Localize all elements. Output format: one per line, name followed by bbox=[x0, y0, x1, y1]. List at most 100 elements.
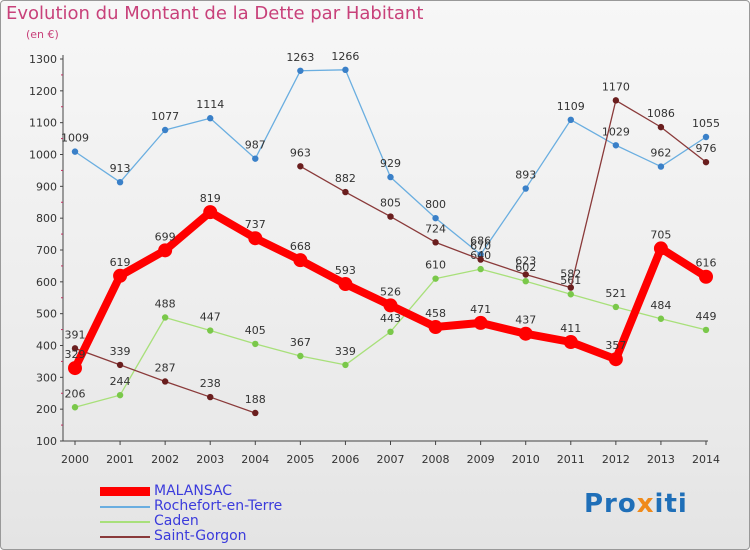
data-point bbox=[657, 315, 665, 322]
data-point bbox=[252, 155, 259, 162]
data-point bbox=[161, 314, 169, 321]
data-point bbox=[522, 271, 529, 278]
data-point bbox=[563, 334, 578, 349]
data-point bbox=[71, 404, 79, 411]
data-label: 1114 bbox=[196, 98, 224, 111]
y-tick-label: 1000 bbox=[29, 149, 57, 162]
data-point bbox=[71, 148, 79, 155]
data-point bbox=[477, 265, 484, 273]
data-label: 1263 bbox=[286, 51, 314, 64]
data-label: 619 bbox=[110, 256, 131, 269]
data-label: 686 bbox=[470, 234, 491, 247]
data-label: 244 bbox=[110, 375, 131, 388]
legend-swatch bbox=[100, 487, 150, 496]
data-label: 458 bbox=[425, 307, 446, 320]
data-label: 963 bbox=[290, 146, 311, 159]
data-label: 1029 bbox=[602, 125, 630, 138]
data-point bbox=[207, 115, 214, 122]
x-tick-label: 2007 bbox=[377, 453, 405, 466]
data-point bbox=[567, 291, 574, 298]
series-line-saint-gorgon bbox=[300, 99, 707, 289]
data-point bbox=[161, 378, 169, 385]
legend-label: Rochefort-en-Terre bbox=[154, 498, 283, 514]
data-label: 670 bbox=[470, 240, 491, 253]
data-label: 238 bbox=[200, 377, 221, 390]
data-label: 893 bbox=[515, 169, 536, 182]
data-label: 882 bbox=[335, 172, 356, 185]
data-label: 1055 bbox=[692, 117, 720, 130]
data-label: 737 bbox=[245, 218, 266, 231]
data-label: 623 bbox=[515, 255, 536, 268]
data-label: 391 bbox=[65, 328, 86, 341]
data-point bbox=[522, 277, 529, 285]
x-tick-label: 2002 bbox=[151, 453, 179, 466]
data-point bbox=[657, 163, 665, 170]
data-point bbox=[116, 361, 124, 369]
data-point bbox=[342, 188, 349, 196]
data-label: 484 bbox=[650, 299, 671, 312]
data-label: 1170 bbox=[602, 80, 630, 93]
data-label: 819 bbox=[200, 192, 221, 205]
data-label: 616 bbox=[696, 257, 717, 270]
data-point bbox=[432, 214, 439, 222]
data-point bbox=[342, 361, 349, 369]
data-label: 1009 bbox=[61, 132, 89, 145]
data-label: 640 bbox=[470, 249, 491, 262]
legend-item: Saint-Gorgon bbox=[100, 529, 400, 544]
data-point bbox=[248, 231, 263, 246]
x-tick-label: 2012 bbox=[602, 453, 630, 466]
data-label: 593 bbox=[335, 264, 356, 277]
chart-legend: MALANSAC Rochefort-en-Terre Caden Saint-Gor… bbox=[100, 484, 400, 544]
data-point bbox=[518, 326, 533, 341]
data-label: 367 bbox=[290, 336, 311, 349]
data-label: 521 bbox=[605, 287, 626, 300]
data-label: 447 bbox=[200, 311, 221, 324]
data-point bbox=[699, 269, 713, 284]
data-point bbox=[293, 253, 308, 268]
data-label: 287 bbox=[155, 361, 176, 374]
data-point bbox=[612, 142, 620, 149]
data-label: 1266 bbox=[331, 50, 359, 63]
data-point bbox=[428, 320, 443, 335]
data-label: 800 bbox=[425, 198, 446, 211]
data-point bbox=[338, 277, 353, 292]
legend-item: MALANSAC bbox=[100, 484, 400, 499]
data-label: 405 bbox=[245, 324, 266, 337]
data-point bbox=[432, 275, 439, 282]
data-point bbox=[702, 133, 710, 141]
data-label: 357 bbox=[605, 339, 626, 352]
data-label: 1086 bbox=[647, 107, 675, 120]
data-point bbox=[473, 315, 488, 330]
data-label: 449 bbox=[696, 310, 717, 323]
y-tick-label: 900 bbox=[36, 180, 57, 193]
legend-swatch bbox=[100, 506, 150, 508]
data-label: 443 bbox=[380, 312, 401, 325]
data-point bbox=[207, 393, 214, 401]
data-point bbox=[612, 97, 620, 104]
y-tick-label: 500 bbox=[36, 308, 57, 321]
data-point bbox=[68, 361, 82, 376]
x-tick-label: 2013 bbox=[647, 453, 675, 466]
data-point bbox=[567, 284, 574, 291]
data-point bbox=[387, 213, 394, 220]
data-label: 339 bbox=[110, 345, 131, 358]
proxiti-logo: Proxiti bbox=[584, 489, 688, 519]
y-tick-label: 1300 bbox=[29, 53, 57, 66]
data-point bbox=[203, 205, 218, 220]
x-tick-label: 2014 bbox=[692, 453, 720, 466]
data-label: 488 bbox=[155, 297, 176, 310]
y-tick-label: 700 bbox=[36, 244, 57, 257]
data-point bbox=[297, 163, 304, 170]
data-point bbox=[342, 66, 349, 74]
chart-subtitle: (en €) bbox=[26, 28, 59, 41]
legend-swatch bbox=[100, 521, 150, 523]
data-point bbox=[383, 298, 398, 313]
data-point bbox=[252, 340, 259, 348]
data-point bbox=[612, 303, 620, 311]
x-tick-label: 2011 bbox=[557, 453, 585, 466]
data-label: 805 bbox=[380, 197, 401, 210]
data-point bbox=[158, 243, 173, 258]
x-tick-label: 2005 bbox=[286, 453, 314, 466]
y-tick-label: 300 bbox=[36, 371, 57, 384]
data-label: 724 bbox=[425, 222, 446, 235]
